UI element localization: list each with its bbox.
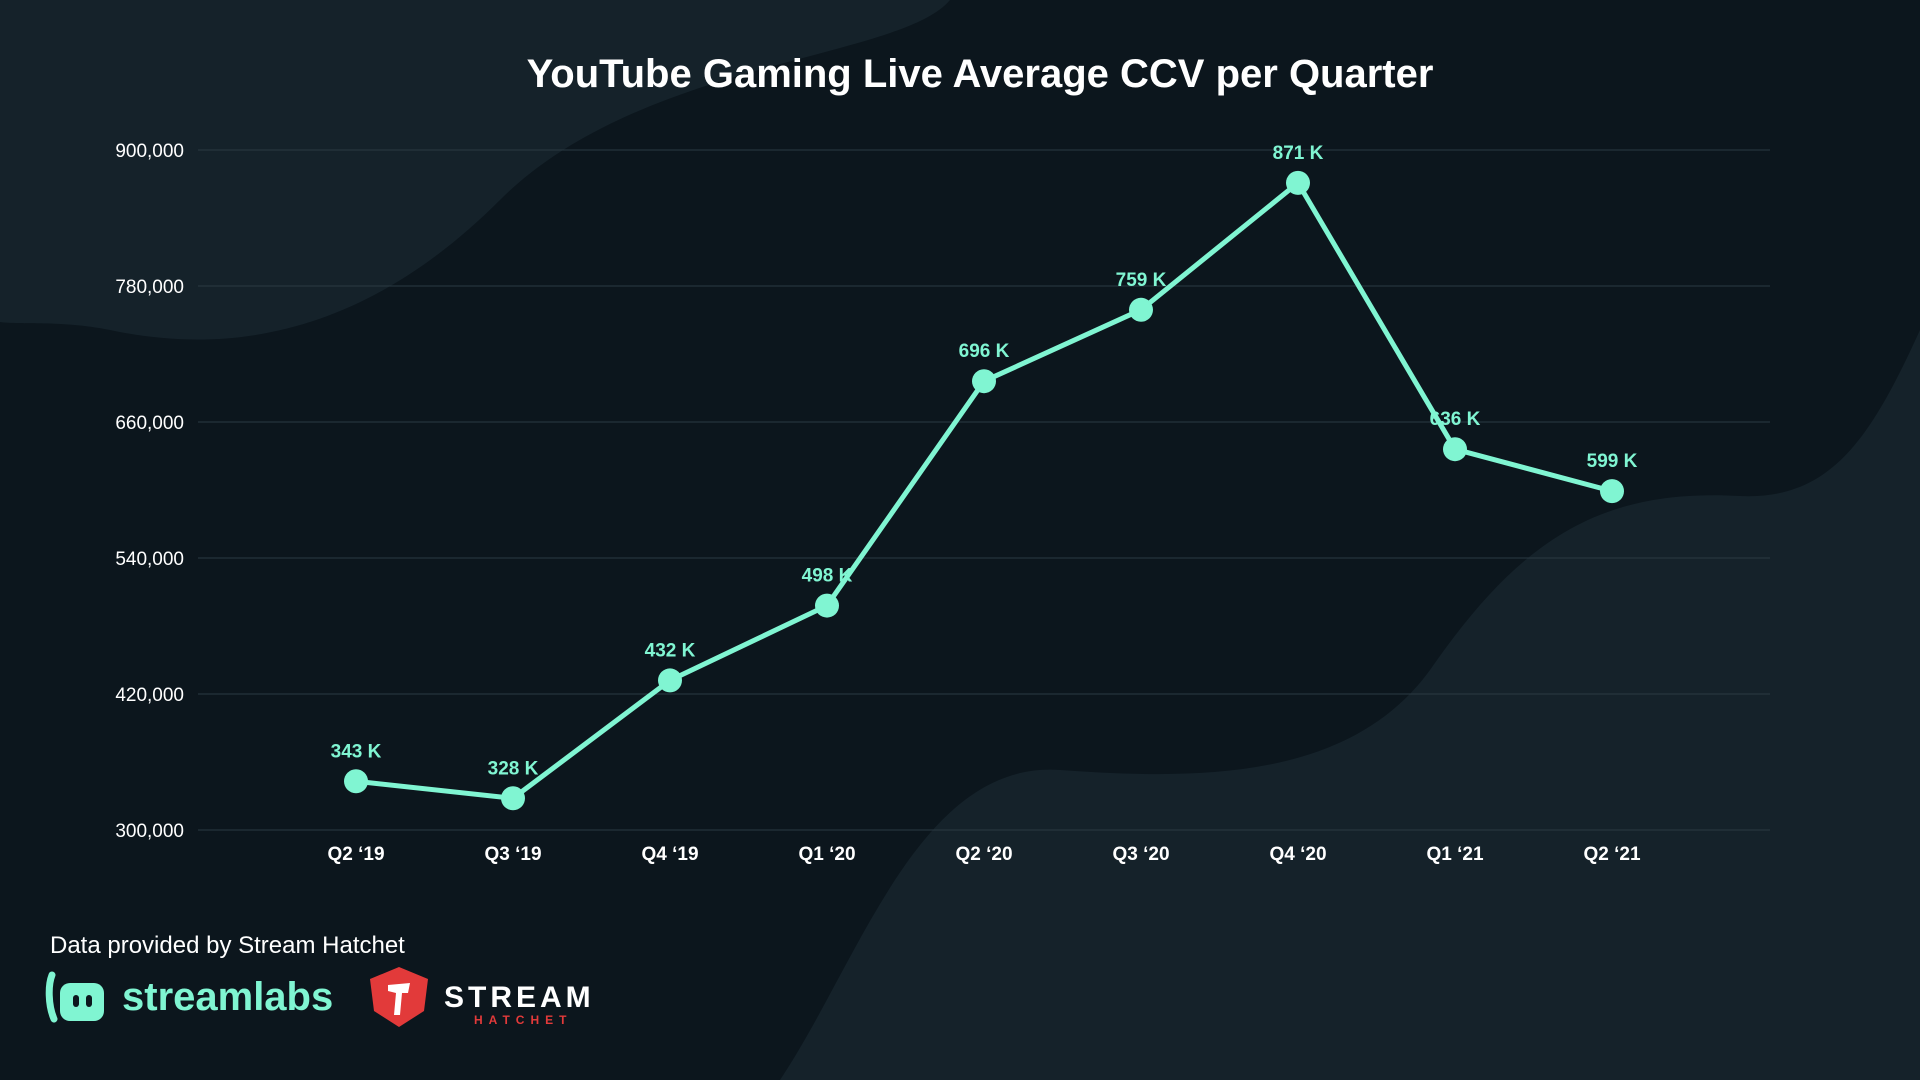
data-label-1: 328 K: [488, 758, 539, 779]
x-tick-label-6: Q4 ‘20: [1269, 844, 1326, 865]
y-tick-label-3: 660,000: [115, 413, 184, 434]
data-label-3: 498 K: [802, 566, 853, 587]
y-tick-label-4: 780,000: [115, 277, 184, 298]
data-label-5: 759 K: [1116, 270, 1167, 291]
data-point-5: [1129, 297, 1153, 322]
streamlabs-icon: [45, 971, 104, 1023]
hatchet-wordmark-stream: STREAM: [444, 981, 595, 1014]
stream-hatchet-logo: STREAM HATCHET: [366, 965, 626, 1035]
hatchet-wordmark-hatchet: HATCHET: [474, 1013, 573, 1027]
chart-title: YouTube Gaming Live Average CCV per Quar…: [526, 52, 1434, 96]
x-tick-label-7: Q1 ‘21: [1426, 844, 1483, 865]
x-tick-label-0: Q2 ‘19: [327, 844, 384, 865]
series-line: [353, 180, 1615, 801]
x-tick-label-5: Q3 ‘20: [1112, 844, 1169, 865]
x-tick-label-4: Q2 ‘20: [955, 844, 1012, 865]
data-point-7: [1443, 437, 1467, 462]
background-wave-bottom-right: [780, 330, 1920, 1080]
data-label-2: 432 K: [645, 640, 696, 661]
data-point-2: [658, 668, 682, 693]
y-tick-label-5: 900,000: [115, 141, 184, 162]
y-tick-label-1: 420,000: [115, 685, 184, 706]
data-point-4: [972, 369, 996, 394]
data-label-6: 871 K: [1273, 143, 1324, 164]
data-point-3: [815, 593, 839, 618]
data-label-4: 696 K: [959, 341, 1010, 362]
data-label-8: 599 K: [1587, 451, 1638, 472]
y-tick-label-0: 300,000: [115, 821, 184, 842]
background-wave-top-left: [0, 0, 950, 340]
x-tick-label-1: Q3 ‘19: [484, 844, 541, 865]
y-tick-label-2: 540,000: [115, 549, 184, 570]
data-label-0: 343 K: [331, 741, 382, 762]
x-tick-label-3: Q1 ‘20: [798, 844, 855, 865]
data-label-7: 636 K: [1430, 409, 1481, 430]
data-point-8: [1600, 479, 1624, 504]
data-credit: Data provided by Stream Hatchet: [50, 932, 405, 959]
footer-logos: streamlabs STREAM HATCHET: [44, 965, 624, 1035]
streamlabs-logo: streamlabs: [44, 965, 354, 1035]
x-tick-label-2: Q4 ‘19: [641, 844, 698, 865]
streamlabs-wordmark: streamlabs: [122, 975, 334, 1019]
hatchet-shield-icon: [370, 967, 428, 1027]
data-point-0: [344, 769, 368, 794]
x-tick-label-8: Q2 ‘21: [1583, 844, 1640, 865]
data-point-6: [1286, 170, 1310, 195]
data-point-1: [501, 786, 525, 811]
